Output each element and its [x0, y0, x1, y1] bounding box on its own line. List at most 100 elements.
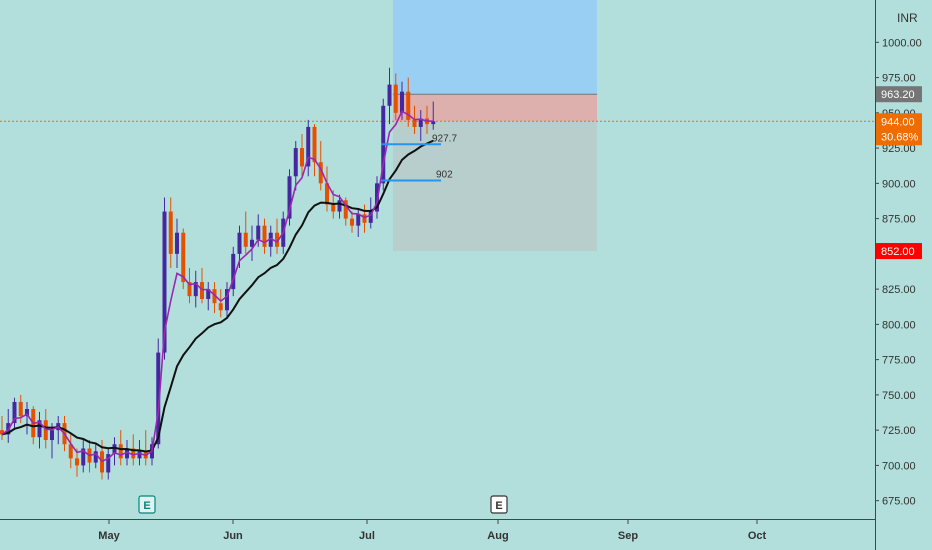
candle-body [387, 84, 392, 106]
candle-body [68, 444, 73, 459]
candle-body [112, 444, 117, 455]
candle-body [368, 211, 373, 223]
candle-body [218, 303, 223, 311]
candle-body [118, 444, 123, 459]
candle-body [300, 148, 304, 167]
candle-body [268, 232, 273, 247]
candle-body [400, 91, 404, 113]
candle-body [250, 239, 254, 247]
price-tick-label: 775.00 [882, 355, 916, 367]
price-tick-label: 925.00 [882, 143, 916, 155]
currency-label: INR [897, 11, 918, 25]
profit-zone [393, 0, 597, 95]
time-tick-label: Sep [618, 530, 638, 542]
time-tick-label: Jul [359, 530, 375, 542]
price-tick-label: 825.00 [882, 284, 916, 296]
earnings-marker-label-2: E [495, 500, 502, 512]
candle-body [356, 214, 361, 226]
candle-body [168, 211, 173, 254]
candle-body [12, 401, 17, 424]
candle-body [362, 214, 367, 223]
price-tick-label: 875.00 [882, 214, 916, 226]
level-label-1: 927.7 [432, 133, 457, 144]
candle-body [325, 183, 329, 205]
price-tick-label: 1000.00 [882, 37, 922, 49]
candle-body [137, 451, 142, 459]
stop-zone [393, 121, 597, 252]
candle-body [406, 91, 411, 120]
price-tick-label: 900.00 [882, 178, 916, 190]
price-tick-label: 975.00 [882, 73, 916, 85]
target-price-badge-label: 963.20 [881, 89, 915, 101]
candle-body [350, 218, 354, 226]
change-pct-label: 30.68% [881, 131, 919, 143]
candle-body [431, 121, 436, 125]
candle-body [187, 282, 192, 297]
candle-body [243, 232, 248, 247]
candle-body [193, 282, 198, 297]
price-badges: 963.20 944.00 30.68% 852.00 [876, 86, 922, 260]
candle-body [181, 232, 186, 283]
candle-body [256, 225, 261, 240]
earnings-marker-1[interactable] [138, 495, 156, 514]
price-axis[interactable]: 675.00 700.00 725.00 750.00 775.00 800.00 825.… [875, 37, 922, 508]
levels-layer: 927.7 902 [381, 133, 457, 182]
current-price-badge-box [876, 113, 922, 146]
price-tick-label: 675.00 [882, 496, 916, 508]
candle-body [106, 454, 111, 473]
candle-body [81, 448, 86, 466]
candle-body [131, 448, 136, 459]
candle-body [162, 211, 167, 353]
candle-body [262, 225, 267, 247]
candle-body [231, 253, 236, 290]
price-tick-label: 750.00 [882, 390, 916, 402]
candle-body [93, 451, 98, 463]
current-price-label: 944.00 [881, 116, 915, 128]
candle-body [206, 289, 211, 299]
candle-body [237, 232, 242, 254]
level-label-2: 902 [436, 170, 453, 181]
price-tick-label: 725.00 [882, 425, 916, 437]
candle-body [293, 148, 298, 177]
time-tick-label: Oct [748, 530, 767, 542]
candle-body [200, 282, 204, 299]
candle-body [393, 84, 398, 113]
time-tick-label: Aug [487, 530, 508, 542]
candle-body [343, 200, 348, 219]
candle-body [287, 176, 292, 219]
candle-body [43, 420, 48, 441]
time-tick-label: Jun [223, 530, 243, 542]
stop-price-badge-box [876, 243, 922, 260]
candle-body [125, 448, 129, 459]
candle-body [50, 430, 54, 441]
candle-body [75, 458, 79, 466]
candle-body [275, 232, 279, 247]
entry-zone [393, 94, 597, 122]
candle-body [412, 119, 417, 127]
stop-price-badge-label: 852.00 [881, 246, 915, 258]
earnings-marker-label-1: E [143, 500, 150, 512]
candle-body [175, 232, 179, 254]
candle-body [312, 126, 317, 163]
candle-body [18, 401, 23, 417]
candle-body [418, 118, 423, 127]
ema-slow-line [1, 139, 434, 453]
candle-body [318, 162, 323, 184]
candle-body [225, 289, 229, 311]
target-price-badge-box [876, 86, 922, 103]
candle-body [337, 200, 342, 212]
ema-layer [1, 110, 434, 463]
position-zones [0, 0, 875, 252]
price-tick-label: 700.00 [882, 460, 916, 472]
price-tick-label: 800.00 [882, 319, 916, 331]
time-axis[interactable]: May Jun Jul Aug Sep Oct [98, 519, 767, 542]
candle-body [25, 408, 29, 417]
candle-body [37, 420, 42, 438]
candle-body [156, 352, 161, 445]
ema-fast-line [1, 110, 434, 463]
candle-body [0, 430, 4, 435]
earnings-marker-2[interactable] [490, 495, 508, 514]
